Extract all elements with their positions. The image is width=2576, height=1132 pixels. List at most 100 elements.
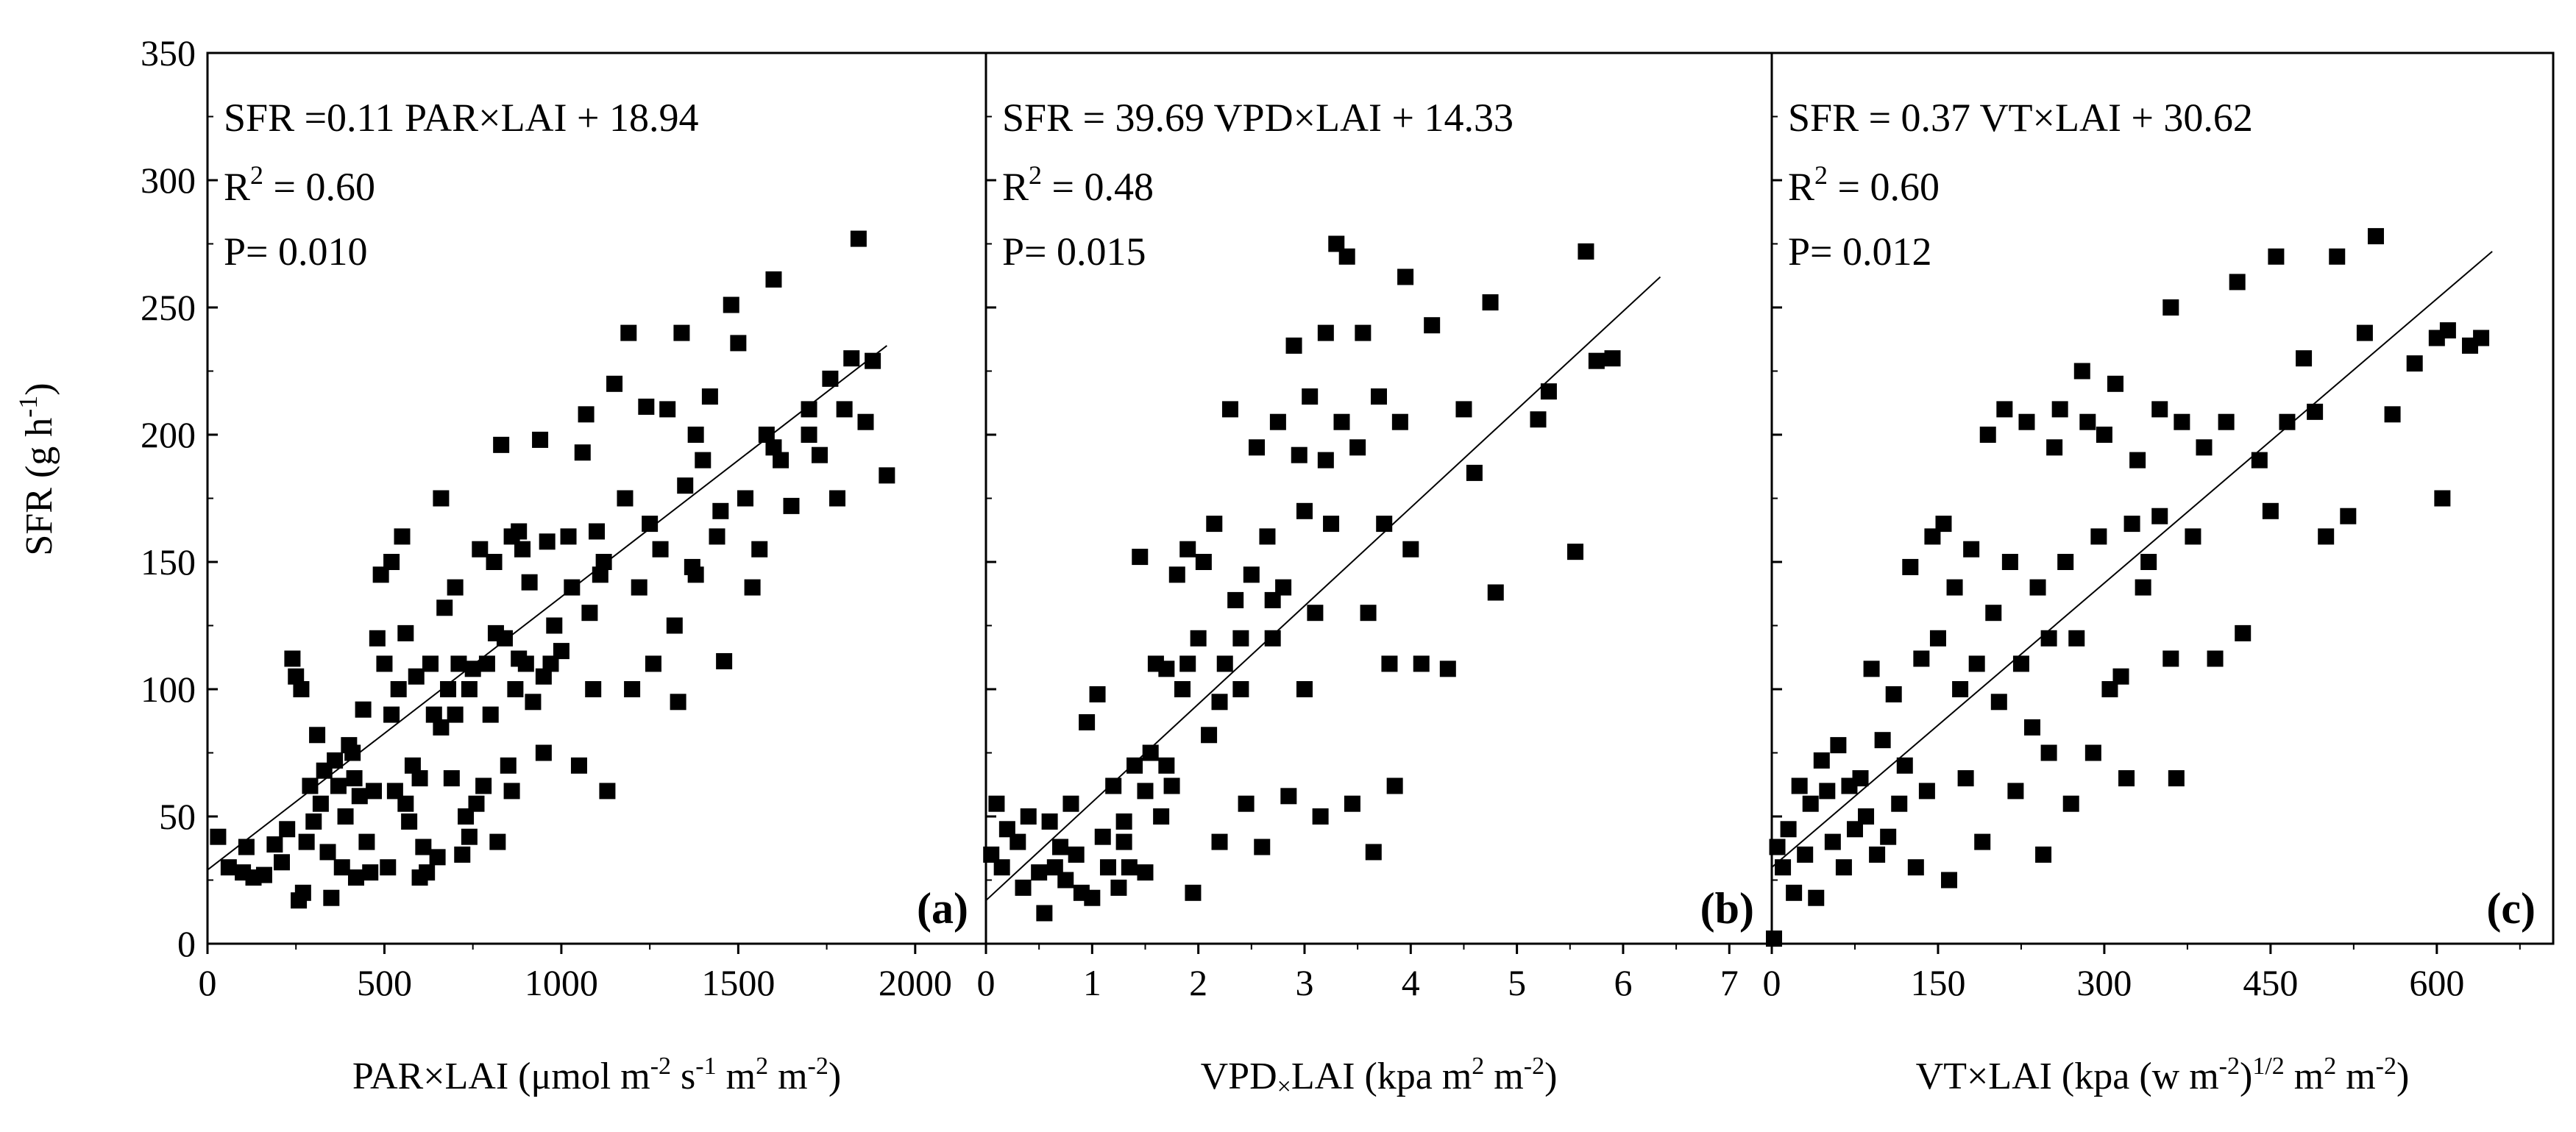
- data-point: [589, 523, 605, 540]
- data-point: [670, 694, 686, 711]
- data-point: [1830, 737, 1847, 754]
- data-point: [2051, 401, 2068, 418]
- data-point: [433, 719, 450, 736]
- data-point: [695, 452, 712, 469]
- data-point: [344, 744, 361, 761]
- data-point: [1813, 752, 1830, 769]
- data-point: [454, 846, 471, 863]
- data-point: [1880, 828, 1897, 845]
- data-point: [1275, 579, 1292, 596]
- data-point: [843, 350, 860, 367]
- y-tick-label: 350: [141, 32, 196, 74]
- data-point: [255, 866, 272, 883]
- data-point: [2123, 516, 2140, 533]
- data-point: [443, 770, 460, 787]
- data-point: [564, 579, 581, 596]
- data-point: [429, 849, 446, 866]
- data-point: [1221, 401, 1238, 418]
- data-point: [1349, 439, 1366, 456]
- data-point: [1797, 846, 1814, 863]
- x-tick-label: 7: [1720, 962, 1739, 1003]
- data-point: [1780, 821, 1797, 838]
- data-point: [2296, 350, 2313, 367]
- data-point: [1010, 833, 1026, 850]
- data-point: [1918, 783, 1935, 800]
- data-point: [1089, 686, 1106, 702]
- data-point: [1885, 686, 1902, 702]
- data-point: [1015, 879, 1032, 896]
- data-point: [1153, 808, 1170, 825]
- data-point: [2218, 413, 2235, 430]
- data-point: [570, 757, 587, 774]
- data-point: [1254, 839, 1271, 855]
- data-point: [383, 554, 400, 570]
- data-point: [1046, 859, 1063, 876]
- data-point: [302, 777, 319, 794]
- data-point: [2112, 668, 2129, 685]
- data-point: [1424, 317, 1441, 334]
- data-point: [362, 864, 379, 881]
- data-point: [1312, 808, 1329, 825]
- data-point: [1371, 388, 1387, 405]
- data-point: [1296, 502, 1313, 519]
- data-point: [266, 836, 283, 853]
- data-point: [369, 630, 386, 647]
- data-point: [1333, 413, 1350, 430]
- data-point: [461, 828, 478, 845]
- p-value: P= 0.012: [1788, 229, 1932, 274]
- data-point: [404, 757, 421, 774]
- y-tick-label: 0: [177, 923, 196, 964]
- data-point: [1036, 905, 1053, 922]
- data-point: [811, 446, 828, 463]
- panel-label: (b): [1700, 884, 1754, 933]
- data-point: [1990, 694, 2007, 711]
- data-point: [1317, 452, 1334, 469]
- data-point: [489, 833, 506, 850]
- data-point: [998, 821, 1015, 838]
- data-point: [1482, 294, 1499, 311]
- data-point: [238, 839, 255, 855]
- data-point: [1142, 744, 1159, 761]
- data-point: [1863, 661, 1880, 677]
- data-point: [631, 579, 647, 596]
- data-point: [1874, 732, 1891, 749]
- data-point: [482, 706, 499, 723]
- data-point: [765, 271, 782, 288]
- data-point: [397, 795, 414, 812]
- data-point: [1249, 439, 1266, 456]
- data-point: [2162, 299, 2179, 316]
- panel-3: 0 150 300 450 600 VT×LAI (kpa (w m-2)1/2 m2 m…: [1763, 51, 2555, 1097]
- data-point: [1791, 777, 1808, 794]
- data-point: [2079, 413, 2096, 430]
- data-point: [1540, 383, 1557, 400]
- r-squared: R2 = 0.60: [1788, 160, 1940, 209]
- data-point: [293, 681, 310, 697]
- data-point: [1132, 549, 1149, 566]
- data-point: [330, 777, 347, 794]
- data-point: [346, 770, 363, 787]
- data-point: [376, 655, 393, 672]
- data-point: [701, 388, 718, 405]
- data-point: [2340, 508, 2357, 524]
- data-point: [422, 655, 439, 672]
- data-point: [294, 884, 311, 901]
- data-point: [1413, 655, 1430, 672]
- data-point: [1232, 630, 1249, 647]
- data-point: [2279, 413, 2296, 430]
- data-point: [386, 783, 403, 800]
- data-point: [1402, 541, 1419, 558]
- x-tick-label: 5: [1508, 962, 1526, 1003]
- y-tick-label: 150: [141, 541, 196, 583]
- data-point: [673, 324, 690, 341]
- data-point: [829, 490, 846, 507]
- data-point: [1979, 427, 1996, 443]
- data-point: [585, 681, 602, 697]
- data-point: [709, 528, 725, 545]
- data-point: [1285, 337, 1302, 354]
- data-point: [783, 497, 800, 514]
- data-point: [1858, 808, 1875, 825]
- data-point: [1360, 605, 1377, 622]
- fit-line: [1771, 251, 2493, 868]
- data-point: [1935, 516, 1952, 533]
- data-point: [436, 599, 453, 616]
